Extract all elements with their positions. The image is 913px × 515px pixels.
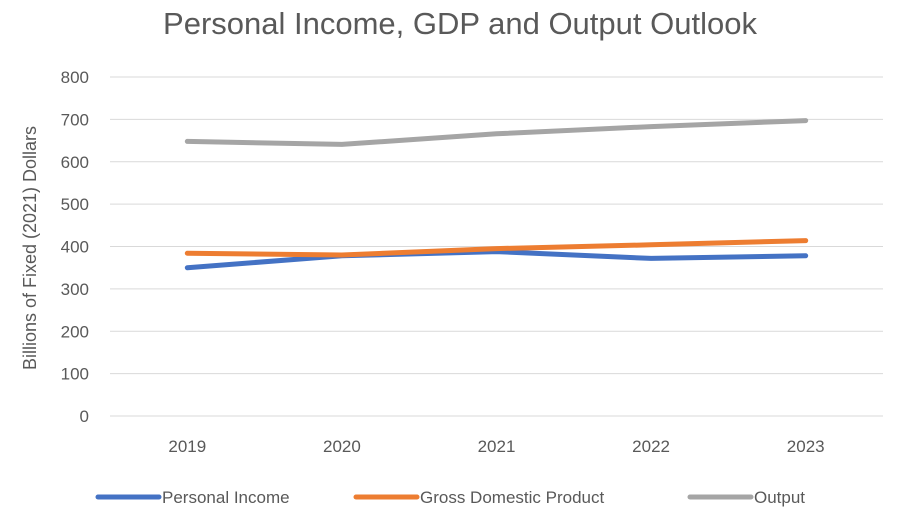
legend: Personal Income Gross Domestic Product Out… [95,488,805,507]
x-tick-label-2021: 2021 [478,437,516,456]
series-lines [184,118,809,271]
x-tick-label-2019: 2019 [168,437,206,456]
y-tick-label-600: 600 [61,153,89,172]
y-axis-title: Billions of Fixed (2021) Dollars [20,126,40,370]
legend-label-gross-domestic-product: Gross Domestic Product [420,488,604,507]
y-tick-label-500: 500 [61,195,89,214]
x-axis-ticks: 2019 2020 2021 2022 2023 [168,437,824,456]
y-tick-label-100: 100 [61,365,89,384]
y-tick-label-800: 800 [61,68,89,87]
series-line-gross-domestic-product [184,238,809,258]
x-tick-label-2023: 2023 [787,437,825,456]
y-tick-label-300: 300 [61,280,89,299]
legend-label-output: Output [754,488,805,507]
x-tick-label-2022: 2022 [632,437,670,456]
y-tick-label-400: 400 [61,238,89,257]
chart-title: Personal Income, GDP and Output Outlook [163,6,757,41]
y-tick-label-0: 0 [80,407,89,426]
legend-label-personal-income: Personal Income [162,488,290,507]
y-tick-label-200: 200 [61,322,89,341]
series-line-output [184,118,809,147]
x-tick-label-2020: 2020 [323,437,361,456]
y-axis-ticks: 0 100 200 300 400 500 600 700 800 [61,68,89,426]
y-tick-label-700: 700 [61,110,89,129]
series-line-personal-income [184,249,809,271]
